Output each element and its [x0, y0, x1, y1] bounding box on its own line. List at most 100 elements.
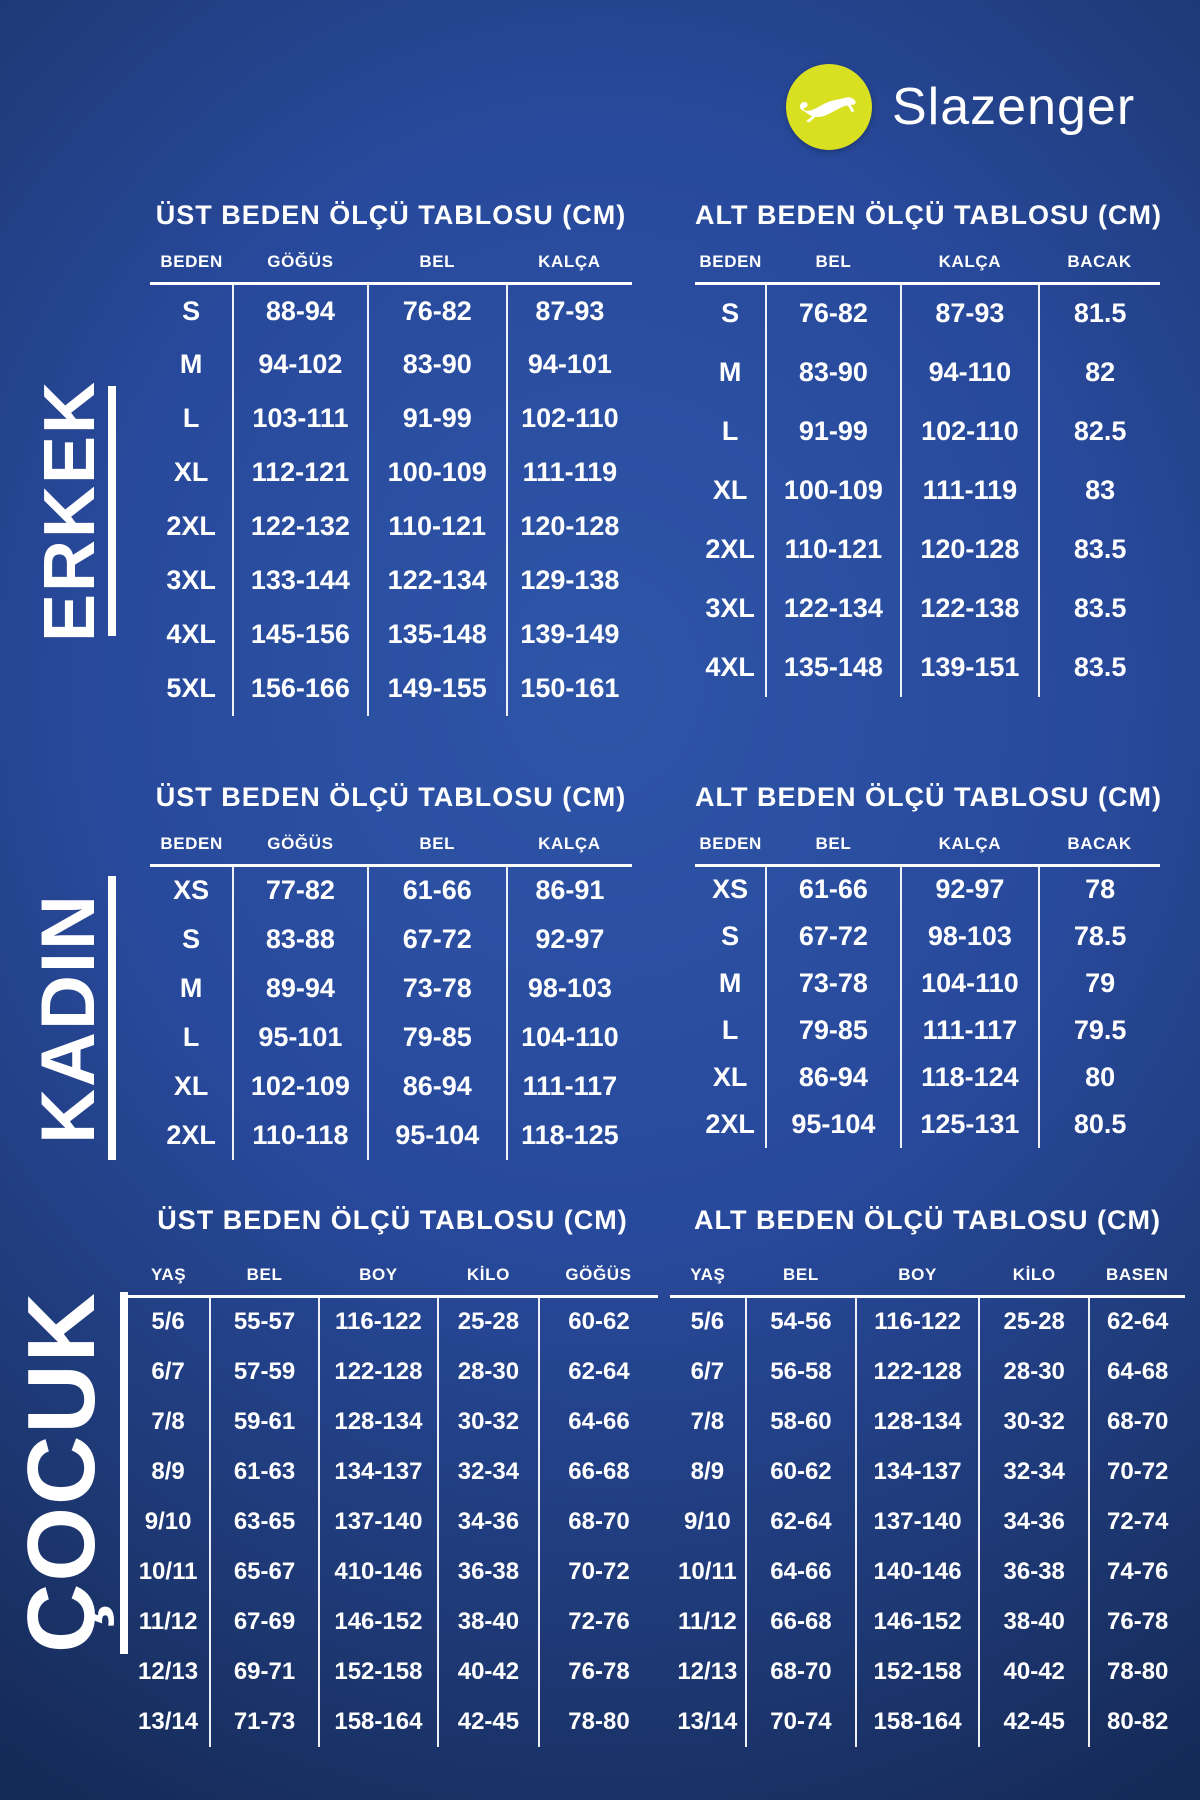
value-cell: 137-140 — [317, 1496, 438, 1547]
value-cell: 57-59 — [209, 1346, 319, 1397]
value-cell: 62-64 — [744, 1496, 857, 1547]
value-cell: 36-38 — [436, 1546, 539, 1597]
column-header: BOY — [318, 1265, 438, 1298]
value-cell: 94-110 — [899, 342, 1040, 402]
brand-name: Slazenger — [892, 78, 1136, 136]
table-row: L 79-85 111-117 79.5 — [695, 1006, 1160, 1054]
row-label-cell: 11/12 — [678, 1607, 737, 1635]
value-cell: 32-34 — [977, 1446, 1090, 1497]
value-cell: 102-110 — [505, 391, 632, 446]
row-label-cell: S — [182, 923, 201, 954]
column-header: BEL — [766, 834, 901, 867]
value-cell: 122-128 — [317, 1346, 438, 1397]
row-label-cell: 8/9 — [690, 1457, 725, 1485]
value-cell: 83 — [1038, 460, 1160, 520]
section-label-text: ÇOCUK — [8, 1291, 116, 1653]
value-cell: 102-110 — [899, 401, 1040, 461]
row-label-cell: L — [182, 403, 200, 433]
value-cell: 86-94 — [765, 1053, 901, 1101]
value-cell: 98-103 — [899, 912, 1040, 960]
value-cell: 66-68 — [744, 1596, 857, 1647]
table-row: 2XL 110-118 95-104 118-125 — [150, 1110, 632, 1160]
value-cell: 149-155 — [366, 661, 507, 716]
value-cell: 76-78 — [537, 1646, 658, 1697]
table-row: 12/13 69-71 152-158 40-42 76-78 — [127, 1646, 658, 1697]
column-header: BEL — [766, 252, 901, 285]
value-cell: 67-69 — [209, 1596, 319, 1647]
row-label-cell: 9/10 — [144, 1507, 192, 1535]
value-cell: 72-76 — [537, 1596, 658, 1647]
value-cell: 95-104 — [765, 1100, 901, 1148]
table-row: L 95-101 79-85 104-110 — [150, 1012, 632, 1062]
column-header: BOY — [856, 1265, 979, 1298]
value-cell: 102-109 — [232, 1061, 368, 1111]
erkek-ust-title: ÜST BEDEN ÖLÇÜ TABLOSU (CM) — [155, 200, 627, 230]
value-cell: 135-148 — [366, 607, 507, 662]
header-row: YAŞ BEL BOY KİLO BASEN — [670, 1265, 1185, 1298]
value-cell: 87-93 — [505, 283, 632, 338]
value-cell: 92-97 — [505, 914, 632, 964]
value-cell: 32-34 — [436, 1446, 539, 1497]
table-row: S 67-72 98-103 78.5 — [695, 912, 1160, 960]
value-cell: 118-124 — [899, 1053, 1040, 1101]
value-cell: 83.5 — [1038, 578, 1160, 638]
value-cell: 73-78 — [366, 963, 507, 1013]
value-cell: 65-67 — [209, 1546, 319, 1597]
row-label-cell: S — [721, 298, 740, 329]
value-cell: 92-97 — [899, 865, 1040, 913]
column-header: BEL — [367, 252, 507, 285]
panther-icon — [786, 64, 872, 150]
value-cell: 91-99 — [765, 401, 901, 461]
table-row: XL 112-121 100-109 111-119 — [150, 445, 632, 500]
value-cell: 70-74 — [744, 1696, 857, 1747]
table-row: 13/14 70-74 158-164 42-45 80-82 — [670, 1696, 1185, 1747]
value-cell: 100-109 — [366, 445, 507, 500]
value-cell: 69-71 — [209, 1646, 319, 1697]
row-label-cell: L — [182, 1021, 200, 1052]
value-cell: 104-110 — [899, 959, 1040, 1007]
erkek-alt-title: ALT BEDEN ÖLÇÜ TABLOSU (CM) — [695, 200, 1162, 230]
row-label-cell: 10/11 — [678, 1557, 737, 1585]
section-label-bar-erkek — [108, 386, 116, 636]
column-header: KİLO — [978, 1265, 1090, 1298]
value-cell: 152-158 — [317, 1646, 438, 1697]
value-cell: 134-137 — [855, 1446, 979, 1497]
table-row: 2XL 110-121 120-128 83.5 — [695, 519, 1160, 579]
value-cell: 133-144 — [232, 553, 368, 608]
column-header: GÖĞÜS — [538, 1265, 658, 1298]
table-row: 5XL 156-166 149-155 150-161 — [150, 661, 632, 716]
cocuk-alt-table: YAŞ BEL BOY KİLO BASEN 5/6 54-56 116-122 25-28 62… — [670, 1265, 1185, 1747]
table-row: 11/12 67-69 146-152 38-40 72-76 — [127, 1596, 658, 1647]
value-cell: 134-137 — [317, 1446, 438, 1497]
table-row: 2XL 122-132 110-121 120-128 — [150, 499, 632, 554]
value-cell: 146-152 — [317, 1596, 438, 1647]
value-cell: 158-164 — [317, 1696, 438, 1747]
row-label-cell: 5XL — [166, 673, 216, 703]
table-row: 7/8 58-60 128-134 30-32 68-70 — [670, 1396, 1185, 1447]
value-cell: 128-134 — [317, 1396, 438, 1447]
kadin-alt-title: ALT BEDEN ÖLÇÜ TABLOSU (CM) — [695, 782, 1162, 812]
erkek-ust-table: BEDEN GÖĞÜS BEL KALÇA S 88-94 76-82 87-93 M 94-10… — [150, 252, 632, 716]
value-cell: 67-72 — [366, 914, 507, 964]
value-cell: 63-65 — [209, 1496, 319, 1547]
row-label-cell: 2XL — [166, 1119, 216, 1150]
row-label-cell: M — [718, 356, 742, 387]
row-label-cell: M — [179, 972, 203, 1003]
value-cell: 111-117 — [899, 1006, 1040, 1054]
value-cell: 139-151 — [899, 637, 1040, 697]
value-cell: 78-80 — [1088, 1646, 1185, 1697]
value-cell: 91-99 — [366, 391, 507, 446]
value-cell: 59-61 — [209, 1396, 319, 1447]
value-cell: 82.5 — [1038, 401, 1160, 461]
row-label-cell: XL — [712, 474, 748, 505]
value-cell: 25-28 — [977, 1296, 1090, 1347]
value-cell: 25-28 — [436, 1296, 539, 1347]
value-cell: 30-32 — [977, 1396, 1090, 1447]
row-label-cell: 3XL — [705, 592, 755, 623]
value-cell: 116-122 — [317, 1296, 438, 1347]
value-cell: 79 — [1038, 959, 1160, 1007]
column-header: BEDEN — [150, 834, 234, 867]
value-cell: 104-110 — [505, 1012, 632, 1062]
value-cell: 116-122 — [855, 1296, 979, 1347]
value-cell: 135-148 — [765, 637, 901, 697]
